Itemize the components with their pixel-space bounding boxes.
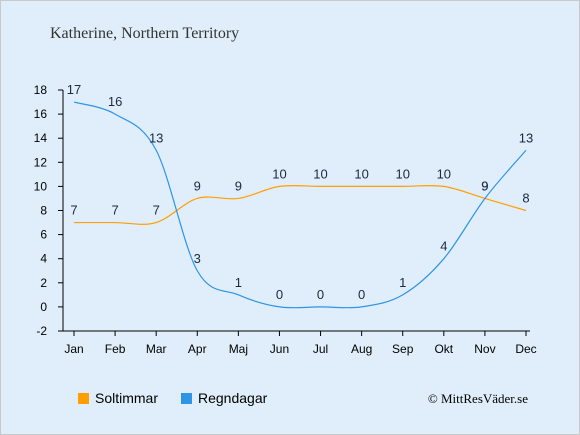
y-tick-label: 14 (34, 131, 48, 145)
y-tick-label: -2 (36, 324, 47, 338)
y-tick-label: 16 (34, 107, 48, 121)
x-tick-label: Jul (313, 342, 328, 356)
data-label-soltimmar: 9 (481, 178, 488, 193)
x-tick-label: Okt (434, 342, 453, 356)
x-tick-label: Jun (270, 342, 289, 356)
data-label-soltimmar: 10 (395, 166, 409, 181)
y-tick-label: 0 (40, 300, 47, 314)
y-tick-label: 18 (34, 83, 48, 97)
legend-swatch-regndagar (181, 393, 192, 404)
x-tick-label: Sep (392, 342, 414, 356)
x-tick-label: Mar (146, 342, 167, 356)
y-tick-label: 8 (40, 204, 47, 218)
data-label-soltimmar: 8 (522, 191, 529, 206)
data-label-soltimmar: 9 (235, 178, 242, 193)
data-label-soltimmar: 10 (437, 166, 451, 181)
data-label-soltimmar: 10 (354, 166, 368, 181)
copyright-text: © MittResVäder.se (428, 391, 528, 406)
series-line-regndagar (73, 101, 527, 309)
data-label-soltimmar: 10 (272, 166, 286, 181)
legend-label-soltimmar: Soltimmar (95, 390, 158, 406)
y-tick-label: 6 (40, 228, 47, 242)
data-label-regndagar: 17 (67, 82, 81, 97)
y-tick-label: 2 (40, 276, 47, 290)
chart-title: Katherine, Northern Territory (50, 25, 239, 42)
y-tick-label: 4 (40, 252, 47, 266)
series-line-soltimmar (73, 184, 527, 225)
data-label-regndagar: 9 (481, 178, 488, 193)
data-label-soltimmar: 7 (153, 203, 160, 218)
data-label-regndagar: 0 (317, 287, 324, 302)
x-tick-label: Apr (188, 342, 207, 356)
y-tick-label: 12 (34, 155, 48, 169)
legend-swatch-soltimmar (78, 393, 89, 404)
legend-label-regndagar: Regndagar (198, 390, 268, 406)
x-tick-label: Aug (351, 342, 372, 356)
data-label-regndagar: 3 (194, 251, 201, 266)
data-label-soltimmar: 9 (194, 178, 201, 193)
data-label-regndagar: 16 (108, 94, 122, 109)
data-label-regndagar: 13 (149, 130, 163, 145)
data-label-soltimmar: 7 (111, 203, 118, 218)
x-tick-label: Maj (229, 342, 248, 356)
data-label-soltimmar: 10 (313, 166, 327, 181)
data-label-regndagar: 0 (276, 287, 283, 302)
x-tick-label: Nov (474, 342, 495, 356)
data-label-regndagar: 4 (440, 239, 447, 254)
legend: Soltimmar Regndagar (78, 390, 268, 406)
data-label-regndagar: 1 (235, 275, 242, 290)
data-label-regndagar: 1 (399, 275, 406, 290)
data-label-soltimmar: 7 (70, 203, 77, 218)
data-label-regndagar: 0 (358, 287, 365, 302)
x-tick-label: Feb (105, 342, 126, 356)
data-label-regndagar: 13 (519, 130, 533, 145)
series-lines (73, 101, 527, 309)
y-tick-label: 10 (34, 179, 48, 193)
x-tick-label: Jan (64, 342, 83, 356)
x-tick-label: Dec (515, 342, 536, 356)
